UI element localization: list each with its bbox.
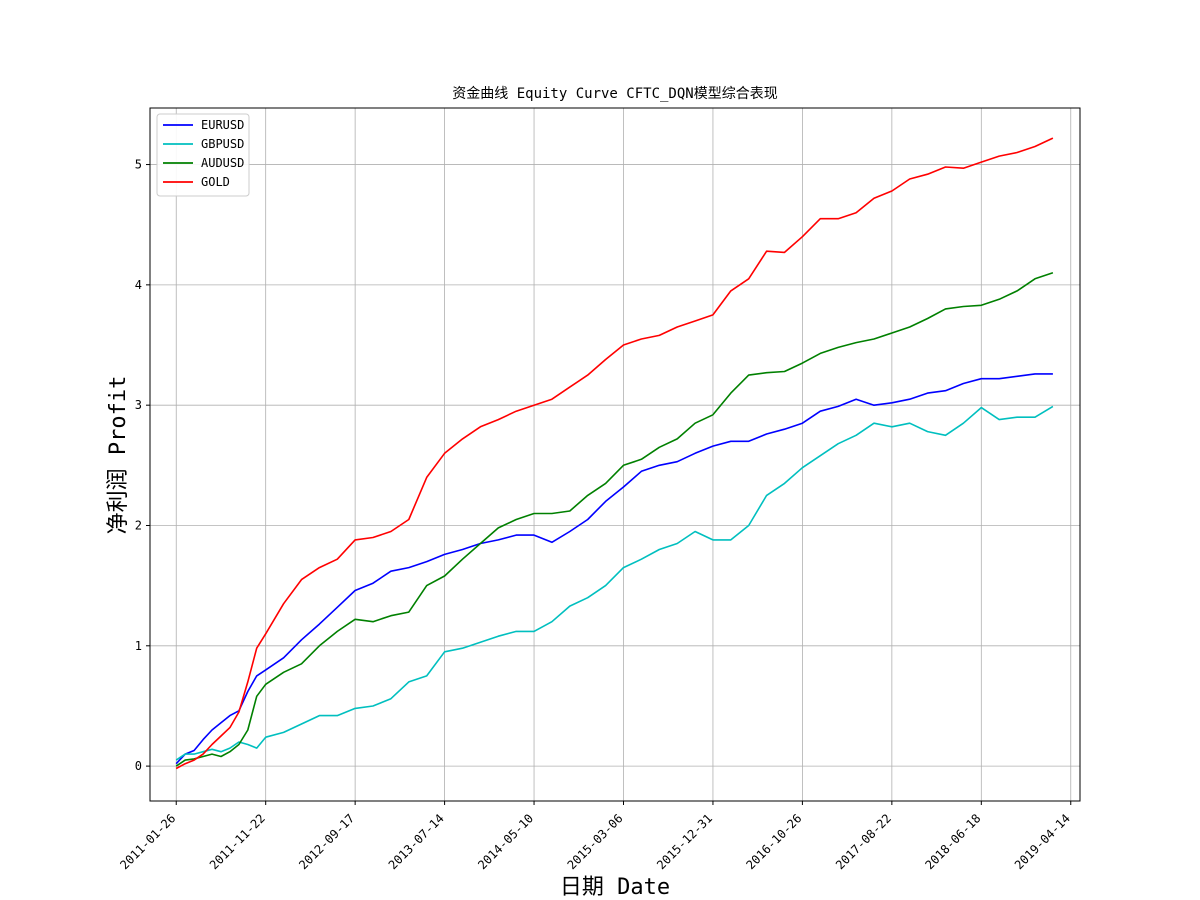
legend-label-eurusd: EURUSD <box>201 118 244 132</box>
y-tick-label: 2 <box>135 518 142 532</box>
series-line-audusd <box>175 272 1054 767</box>
y-tick-label: 4 <box>135 278 142 292</box>
y-axis-ticks: 0 1 2 3 4 5 <box>135 158 150 773</box>
y-tick-label: 3 <box>135 398 142 412</box>
legend-label-audusd: AUDUSD <box>201 156 244 170</box>
series-line-gbpusd <box>175 405 1054 761</box>
y-tick-label: 5 <box>135 158 142 172</box>
chart-title: 资金曲线 Equity Curve CFTC_DQN模型综合表现 <box>452 86 777 102</box>
series-line-gold <box>175 137 1054 770</box>
legend-box <box>156 113 250 197</box>
y-tick-label: 0 <box>135 759 142 773</box>
plot-area-frame <box>149 107 1081 802</box>
legend-label-gold: GOLD <box>201 175 230 189</box>
series-line-eurusd <box>175 373 1053 765</box>
y-tick-label: 1 <box>135 639 142 653</box>
legend-label-gbpusd: GBPUSD <box>201 137 244 151</box>
y-axis-label: 净利润 Profit <box>106 376 131 535</box>
x-axis-label: 日期 Date <box>560 875 670 900</box>
legend: EURUSD GBPUSD AUDUSD GOLD <box>156 113 250 197</box>
series-lines <box>175 137 1054 770</box>
grid <box>150 108 1080 801</box>
